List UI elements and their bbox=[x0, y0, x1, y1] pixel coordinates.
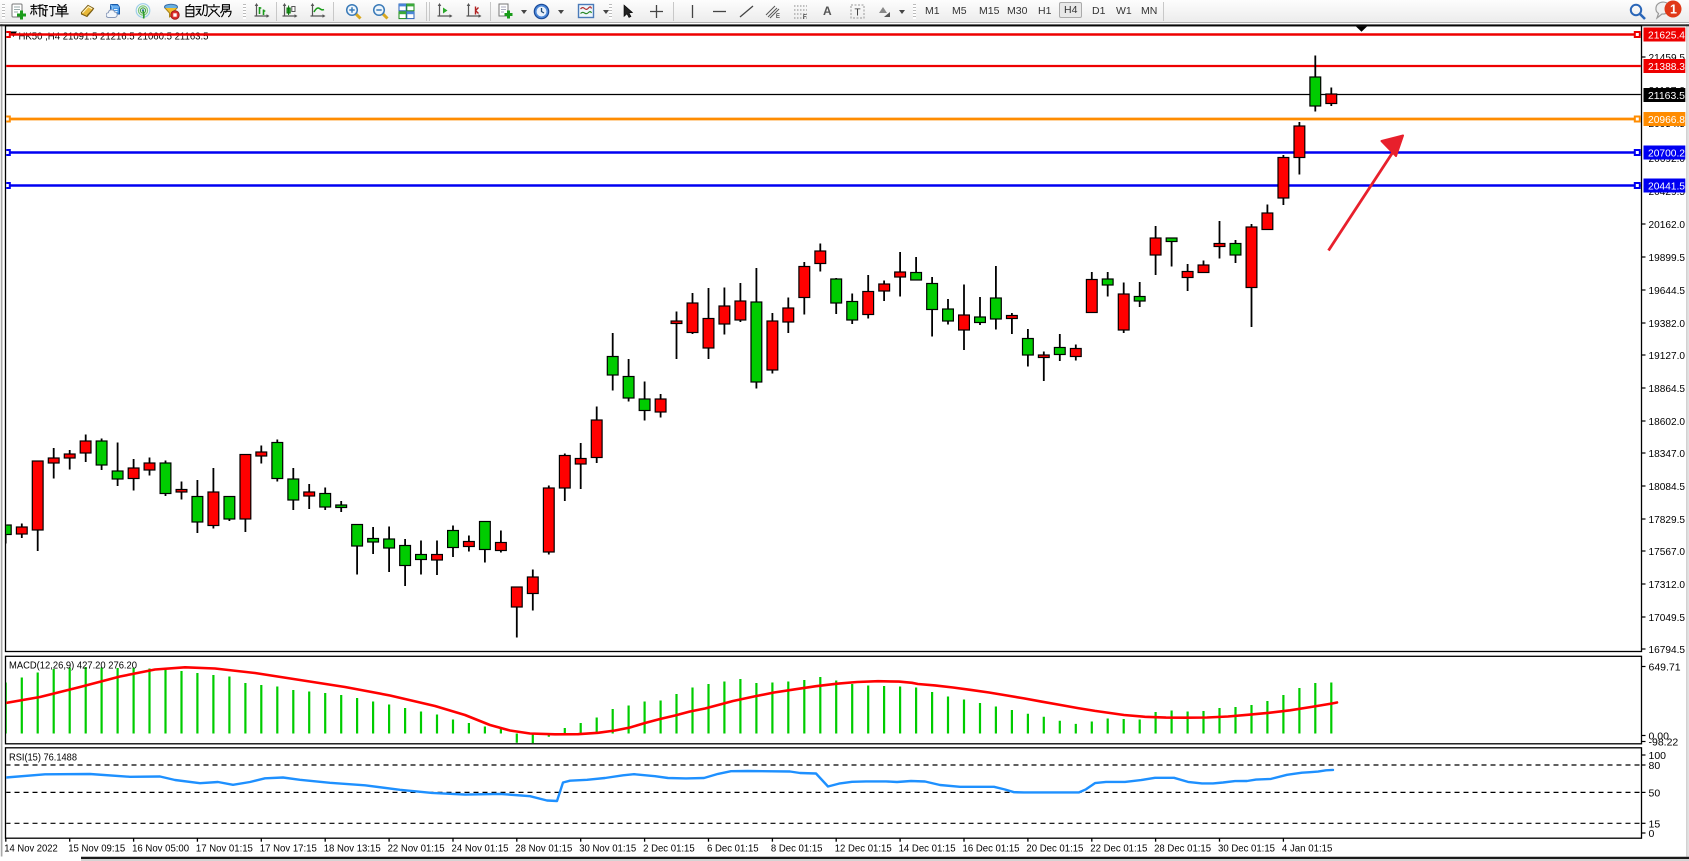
svg-text:24 Nov 01:15: 24 Nov 01:15 bbox=[452, 843, 509, 855]
svg-text:17 Nov 01:15: 17 Nov 01:15 bbox=[196, 843, 253, 855]
svg-text:18 Nov 13:15: 18 Nov 13:15 bbox=[324, 843, 381, 855]
svg-text:80: 80 bbox=[1649, 760, 1661, 772]
svg-text:20162.0: 20162.0 bbox=[1649, 219, 1686, 231]
svg-text:18864.5: 18864.5 bbox=[1649, 383, 1686, 395]
svg-text:F: F bbox=[803, 15, 807, 20]
svg-text:17829.5: 17829.5 bbox=[1649, 514, 1686, 526]
svg-text:17049.5: 17049.5 bbox=[1649, 612, 1686, 624]
svg-text:16794.5: 16794.5 bbox=[1649, 644, 1686, 656]
svg-text:22 Dec 01:15: 22 Dec 01:15 bbox=[1090, 843, 1147, 855]
svg-text:2 Dec 01:15: 2 Dec 01:15 bbox=[643, 843, 695, 855]
svg-text:30 Dec 01:15: 30 Dec 01:15 bbox=[1218, 843, 1275, 855]
svg-text:17567.0: 17567.0 bbox=[1649, 546, 1686, 558]
svg-text:28 Dec 01:15: 28 Dec 01:15 bbox=[1154, 843, 1211, 855]
svg-text:19127.0: 19127.0 bbox=[1649, 350, 1686, 362]
svg-text:22 Nov 01:15: 22 Nov 01:15 bbox=[388, 843, 445, 855]
svg-text:-98.22: -98.22 bbox=[1649, 737, 1679, 749]
svg-text:18084.5: 18084.5 bbox=[1649, 481, 1686, 493]
svg-text:T: T bbox=[855, 8, 861, 19]
svg-text:4 Jan 01:15: 4 Jan 01:15 bbox=[1282, 843, 1333, 855]
svg-text:20700.2: 20700.2 bbox=[1648, 148, 1685, 160]
svg-text:20966.8: 20966.8 bbox=[1648, 114, 1685, 126]
svg-text:16 Dec 01:15: 16 Dec 01:15 bbox=[963, 843, 1020, 855]
svg-text:21625.4: 21625.4 bbox=[1648, 30, 1685, 42]
svg-text:20441.5: 20441.5 bbox=[1648, 181, 1685, 193]
svg-text:28 Nov 01:15: 28 Nov 01:15 bbox=[515, 843, 572, 855]
svg-text:0: 0 bbox=[1649, 828, 1655, 840]
svg-text:16 Nov 05:00: 16 Nov 05:00 bbox=[132, 843, 189, 855]
svg-text:15: 15 bbox=[1649, 818, 1661, 830]
svg-text:12 Dec 01:15: 12 Dec 01:15 bbox=[835, 843, 892, 855]
svg-text:E: E bbox=[776, 14, 780, 20]
svg-text:MACD(12,26,9) 427.20 276.20: MACD(12,26,9) 427.20 276.20 bbox=[9, 660, 137, 672]
svg-text:30 Nov 01:15: 30 Nov 01:15 bbox=[579, 843, 636, 855]
svg-text:RSI(15) 76.1488: RSI(15) 76.1488 bbox=[9, 752, 77, 764]
svg-text:15 Nov 09:15: 15 Nov 09:15 bbox=[68, 843, 125, 855]
svg-text:20 Dec 01:15: 20 Dec 01:15 bbox=[1026, 843, 1083, 855]
svg-text:8 Dec 01:15: 8 Dec 01:15 bbox=[771, 843, 823, 855]
svg-text:21388.3: 21388.3 bbox=[1648, 61, 1685, 73]
svg-text:18602.0: 18602.0 bbox=[1649, 416, 1686, 428]
svg-text:100: 100 bbox=[1649, 750, 1667, 762]
svg-text:19899.5: 19899.5 bbox=[1649, 252, 1686, 264]
svg-text:17 Nov 17:15: 17 Nov 17:15 bbox=[260, 843, 317, 855]
svg-text:6 Dec 01:15: 6 Dec 01:15 bbox=[707, 843, 759, 855]
svg-text:19382.0: 19382.0 bbox=[1649, 318, 1686, 330]
svg-text:14 Nov 2022: 14 Nov 2022 bbox=[4, 843, 58, 855]
svg-text:21163.5: 21163.5 bbox=[1648, 90, 1685, 102]
svg-text:19644.5: 19644.5 bbox=[1649, 285, 1686, 297]
svg-text:50: 50 bbox=[1649, 787, 1661, 799]
svg-text:0.00: 0.00 bbox=[1649, 731, 1670, 743]
svg-text:HK50 ,H4 21091.5 21216.5 2106: HK50 ,H4 21091.5 21216.5 21060.5 21163.5 bbox=[19, 31, 209, 43]
svg-text:649.71: 649.71 bbox=[1649, 662, 1681, 674]
svg-text:1: 1 bbox=[1670, 3, 1677, 17]
svg-text:18347.0: 18347.0 bbox=[1649, 448, 1686, 460]
svg-text:14 Dec 01:15: 14 Dec 01:15 bbox=[899, 843, 956, 855]
svg-text:17312.0: 17312.0 bbox=[1649, 579, 1686, 591]
